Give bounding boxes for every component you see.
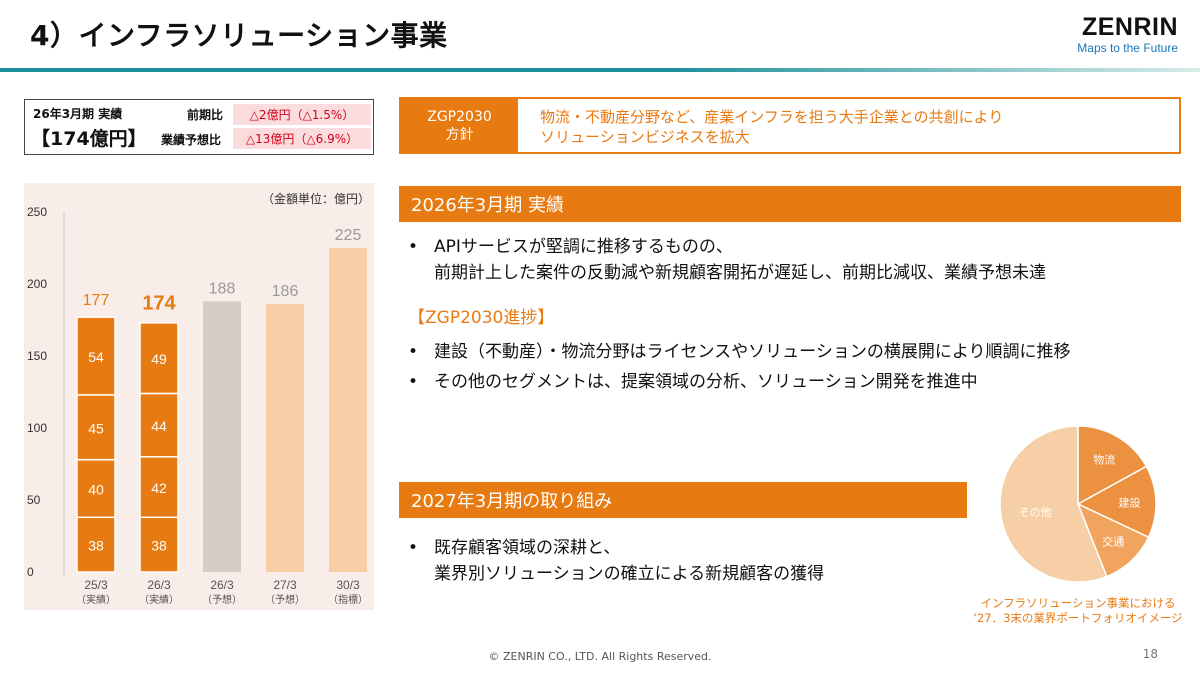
pie-slice — [999, 425, 1108, 583]
bar-segment-label: 38 — [88, 538, 104, 554]
bar-total-label: 177 — [83, 292, 110, 309]
results-bullet-1-line1: APIサービスが堅調に推移するものの、 — [434, 237, 733, 257]
bar-segment — [76, 458, 116, 519]
progress-bullet-2: • その他のセグメントは、提案領域の分析、ソリューション開発を推進中 — [408, 369, 978, 395]
header-divider — [0, 68, 1200, 72]
logo-tagline: Maps to the Future — [1077, 41, 1178, 55]
bullet-dot: • — [408, 372, 419, 392]
x-tick-sublabel: （実績） — [76, 593, 116, 606]
policy-text-line2: ソリューションビジネスを拡大 — [540, 128, 750, 146]
pie-slice-label: 物流 — [1093, 453, 1115, 467]
x-tick-sublabel: （予想） — [265, 593, 305, 606]
policy-text-line1: 物流・不動産分野など、産業インフラを担う大手企業との共創により — [540, 108, 1004, 126]
policy-box: ZGP2030 方針 物流・不動産分野など、産業インフラを担う大手企業との共創に… — [399, 97, 1181, 154]
bar-total-label: 225 — [335, 227, 362, 244]
x-tick-sublabel: （予想） — [202, 593, 242, 606]
bar-segment — [139, 392, 179, 458]
bar-segment-label: 45 — [88, 420, 104, 436]
initiatives-heading: 2027年3月期の取り組み — [399, 482, 967, 518]
bar-segment-label: 40 — [88, 481, 104, 497]
policy-tag: ZGP2030 方針 — [401, 99, 518, 152]
x-tick-label: 27/3 — [273, 578, 297, 592]
forecast-label: 業績予想比 — [161, 133, 222, 147]
bar-segment-label: 49 — [151, 351, 167, 367]
bar-segment — [76, 516, 116, 573]
pie-caption-line1: インフラソリューション事業における — [980, 596, 1176, 610]
x-tick-label: 25/3 — [84, 578, 108, 592]
pie-slice — [1076, 465, 1157, 539]
pie-slice-label: 交通 — [1102, 535, 1124, 549]
zenrin-logo: ZENRIN Maps to the Future — [1077, 13, 1178, 56]
pie-caption-line2: ‘27．3末の業界ポートフォリオイメージ — [973, 611, 1183, 625]
y-tick-label: 100 — [27, 421, 47, 435]
bar — [329, 248, 367, 572]
summary-period-label: 26年3月期 実績 — [33, 107, 123, 121]
bar-total-label: 188 — [209, 280, 236, 297]
y-tick-label: 250 — [27, 205, 47, 219]
results-bullet-1-line2: 前期計上した案件の反動減や新規顧客開拓が遅延し、前期比減収、業績予想未達 — [434, 263, 1046, 283]
x-tick-sublabel: （実績） — [139, 593, 179, 606]
bar-segment — [139, 322, 179, 395]
copyright: © ZENRIN CO., LTD. All Rights Reserved. — [488, 650, 712, 663]
chart-unit-label: （金額単位：億円） — [262, 191, 370, 206]
bar — [266, 304, 304, 572]
bar-chart-svg: （金額単位：億円）0501001502002503840455417725/3（… — [27, 191, 370, 606]
bar-segment — [139, 456, 179, 519]
bar-segment-label: 42 — [151, 480, 167, 496]
y-tick-label: 150 — [27, 349, 47, 363]
results-bullet-1: • APIサービスが堅調に推移するものの、 前期計上した案件の反動減や新規顧客開拓… — [408, 234, 1046, 286]
pie-slice-label: その他 — [1019, 506, 1052, 519]
policy-tag-line1: ZGP2030 — [427, 108, 492, 125]
initiatives-bullet-1-line1: 既存顧客領域の深耕と、 — [434, 538, 621, 558]
policy-text: 物流・不動産分野など、産業インフラを担う大手企業との共創により ソリューションビ… — [518, 99, 1003, 152]
page-number: 18 — [1142, 647, 1158, 661]
logo-brand: ZENRIN — [1081, 13, 1178, 41]
bar-segment-label: 54 — [88, 349, 104, 365]
pie-slice-label: 建設 — [1118, 495, 1140, 509]
progress-bullet-2-text: その他のセグメントは、提案領域の分析、ソリューション開発を推進中 — [434, 372, 978, 392]
bar-total-label: 174 — [142, 292, 176, 314]
policy-tag-line2: 方針 — [445, 126, 474, 143]
results-heading: 2026年3月期 実績 — [399, 186, 1181, 222]
summary-amount: 【174億円】 — [31, 128, 147, 150]
bar-segment — [139, 516, 179, 573]
bullet-dot: • — [408, 342, 419, 362]
forecast-value: △13億円（△6.9%） — [233, 128, 371, 149]
summary-box: 26年3月期 実績 【174億円】 前期比 △2億円（△1.5%） 業績予想比 … — [24, 99, 374, 155]
progress-bullet-1: • 建設（不動産）・物流分野はライセンスやソリューションの横展開により順調に推移 — [408, 339, 1070, 365]
bar-segment-label: 38 — [151, 538, 167, 554]
x-tick-label: 26/3 — [147, 578, 171, 592]
yoy-value: △2億円（△1.5%） — [233, 104, 371, 125]
x-tick-label: 26/3 — [210, 578, 234, 592]
bar — [203, 301, 241, 572]
x-tick-label: 30/3 — [336, 578, 360, 592]
bullet-dot: • — [408, 538, 419, 558]
progress-title: 【ZGP2030進捗】 — [408, 308, 555, 328]
bar-segment-label: 44 — [151, 418, 167, 434]
revenue-bar-chart: （金額単位：億円） 0 50 100 150 200 250 38 40 45 54 177 25/3 （… — [24, 183, 374, 610]
x-tick-sublabel: （指標） — [328, 593, 368, 606]
initiatives-bullet-1: • 既存顧客領域の深耕と、 業界別ソリューションの確立による新規顧客の獲得 — [408, 535, 824, 587]
bar-total-label: 186 — [272, 283, 299, 300]
bullet-dot: • — [408, 237, 419, 257]
initiatives-bullet-1-line2: 業界別ソリューションの確立による新規顧客の獲得 — [434, 564, 825, 584]
y-tick-label: 50 — [27, 493, 41, 507]
progress-bullet-1-text: 建設（不動産）・物流分野はライセンスやソリューションの横展開により順調に推移 — [434, 342, 1071, 362]
yoy-label: 前期比 — [187, 108, 224, 122]
pie-slice — [1077, 425, 1148, 506]
y-tick-label: 0 — [27, 565, 34, 579]
bar-segment — [76, 316, 116, 396]
y-tick-label: 200 — [27, 277, 47, 291]
page-title: 4）インフラソリューション事業 — [30, 19, 448, 52]
pie-caption: インフラソリューション事業における ‘27．3末の業界ポートフォリオイメージ — [968, 596, 1188, 626]
